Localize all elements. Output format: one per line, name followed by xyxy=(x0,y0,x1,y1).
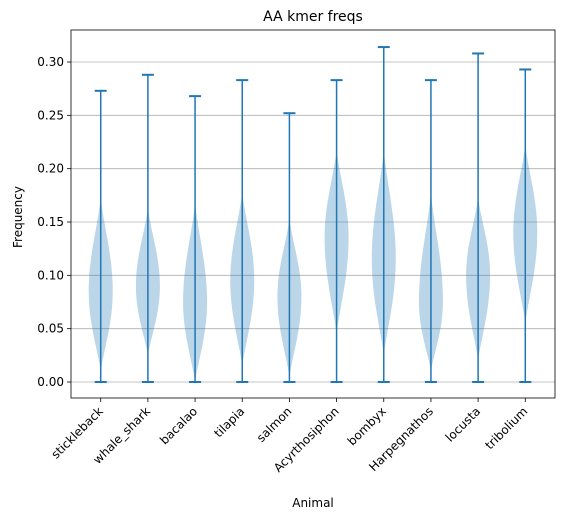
x-tick-label: bombyx xyxy=(345,404,389,448)
y-axis-label: Frequency xyxy=(11,186,25,248)
violin-tilapia xyxy=(230,79,255,383)
y-tick-label: 0.20 xyxy=(37,162,64,176)
y-tick-label: 0.25 xyxy=(37,108,64,122)
x-tick-label: tribolium xyxy=(482,404,530,452)
x-axis-label: Animal xyxy=(292,496,334,510)
violins xyxy=(88,46,538,383)
violin-Acyrthosiphon xyxy=(324,79,349,383)
grid-lines xyxy=(71,61,555,383)
violin-stickleback xyxy=(88,89,113,383)
x-tick-label: bacalao xyxy=(157,404,200,447)
violin-salmon xyxy=(277,112,302,383)
y-tick-label: 0.15 xyxy=(37,215,64,229)
y-tick-label: 0.10 xyxy=(37,268,64,282)
violin-Harpegnathos xyxy=(418,79,443,383)
violin-bombyx xyxy=(371,46,396,383)
y-tick-label: 0.00 xyxy=(37,375,64,389)
violin-locusta xyxy=(466,52,491,383)
x-tick-label: locusta xyxy=(443,404,483,444)
chart-title: AA kmer freqs xyxy=(263,9,363,25)
y-tick-label: 0.05 xyxy=(37,322,64,336)
violin-tribolium xyxy=(513,68,538,383)
plot-frame xyxy=(70,29,556,399)
violin-bacalao xyxy=(183,95,208,383)
violin-whale_shark xyxy=(135,73,160,383)
y-tick-label: 0.30 xyxy=(37,55,64,69)
x-tick-label: tilapia xyxy=(211,404,247,440)
x-tick-label: salmon xyxy=(254,404,295,445)
